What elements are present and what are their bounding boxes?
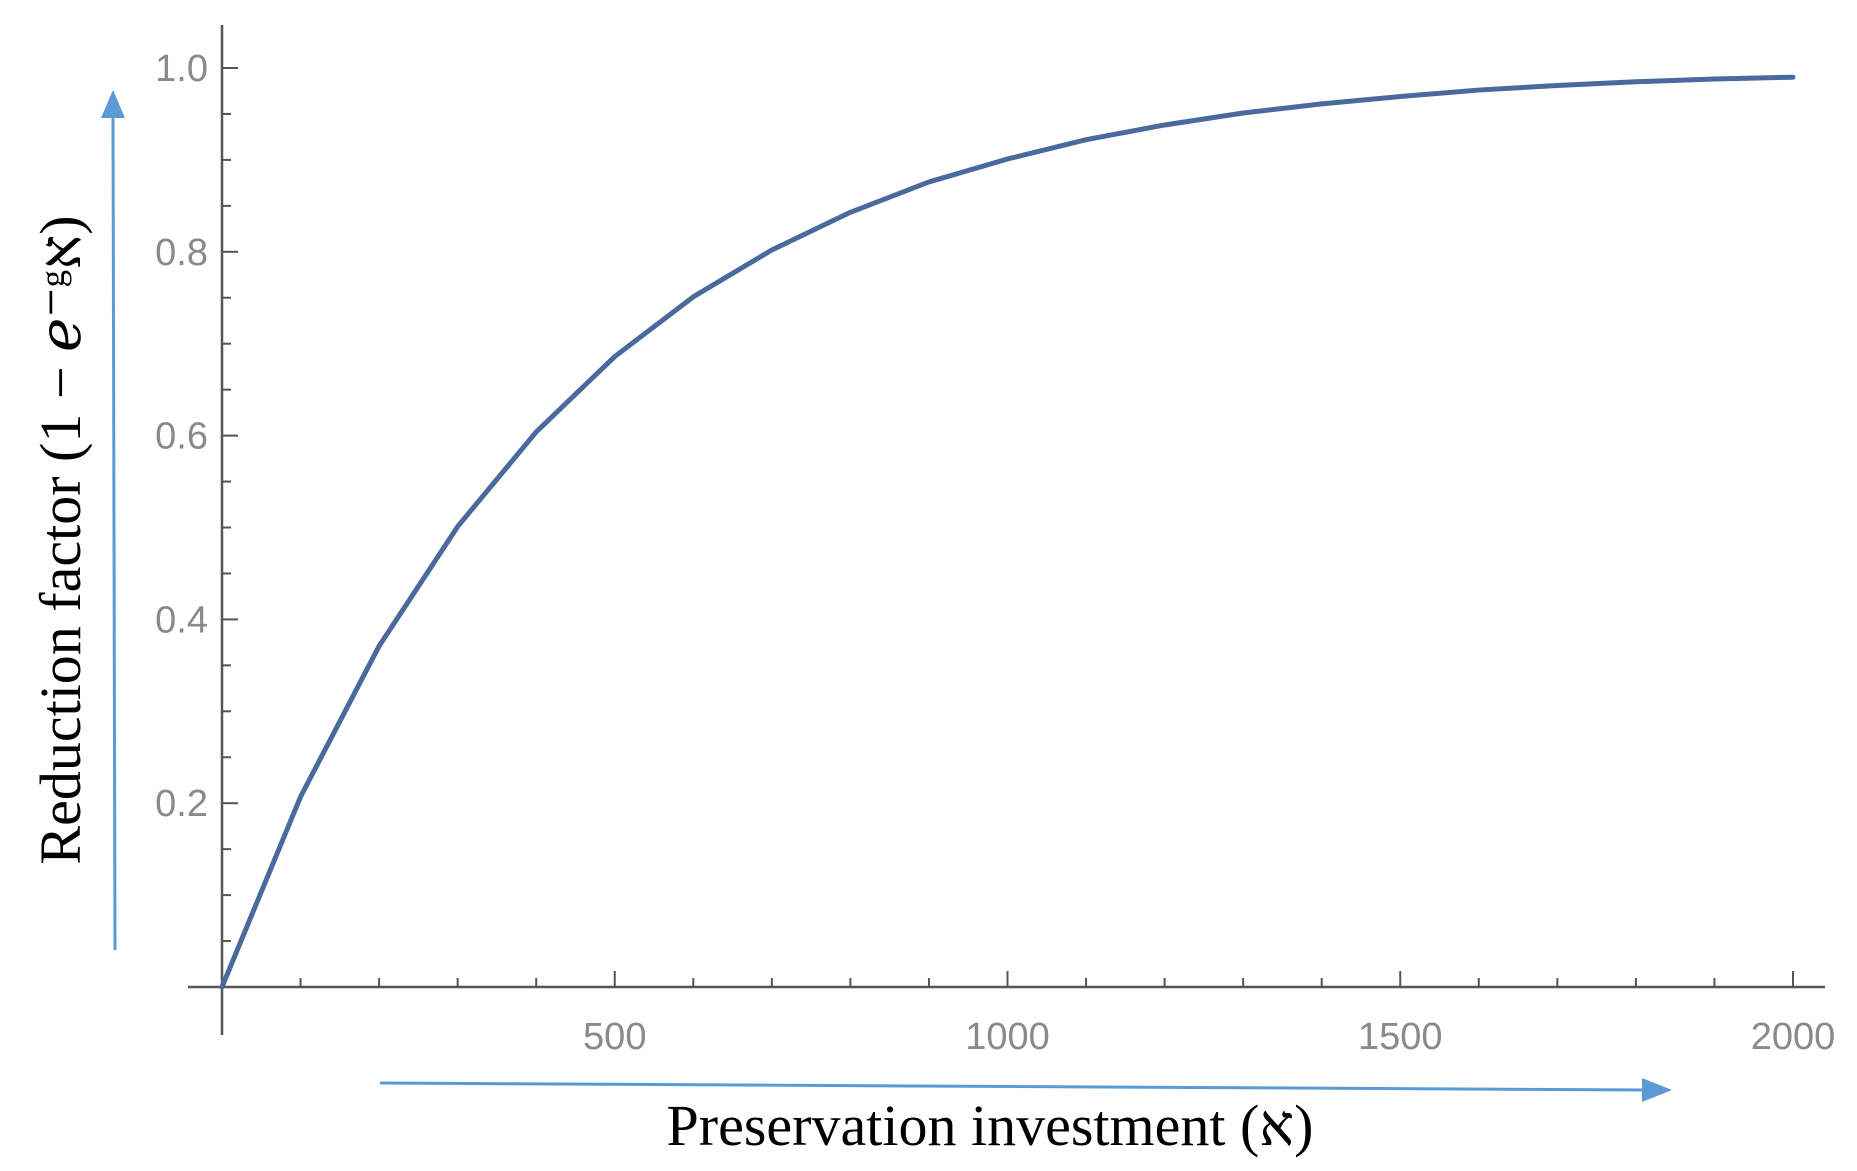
x-tick-label: 1000 (965, 1016, 1050, 1058)
series-line (219, 74, 1796, 990)
x-tick-label: 1500 (1358, 1016, 1443, 1058)
y-axis-arrow (111, 114, 117, 951)
series-layer (219, 74, 1796, 990)
x-axis-arrow-head (1642, 1078, 1672, 1102)
x-axis-arrow (379, 1081, 1646, 1092)
axes: 500 1000 1500 2000 0.2 0.4 0.6 0.8 1.0 (155, 25, 1835, 1058)
y-axis-arrow-head (101, 90, 125, 118)
x-tick-label: 500 (583, 1016, 646, 1058)
axis-arrows (101, 90, 1672, 1102)
y-tick-label: 1.0 (155, 48, 208, 90)
y-tick-label: 0.8 (155, 232, 208, 274)
x-axis-title: Preservation investment (א) (667, 1093, 1314, 1158)
x-tick-label: 2000 (1751, 1016, 1836, 1058)
y-axis-title: Reduction factor (1 − ℯ⁻ᵍא) (28, 215, 93, 864)
y-tick-label: 0.2 (155, 783, 208, 825)
y-tick-label: 0.6 (155, 416, 208, 458)
y-tick-label: 0.4 (155, 599, 208, 641)
